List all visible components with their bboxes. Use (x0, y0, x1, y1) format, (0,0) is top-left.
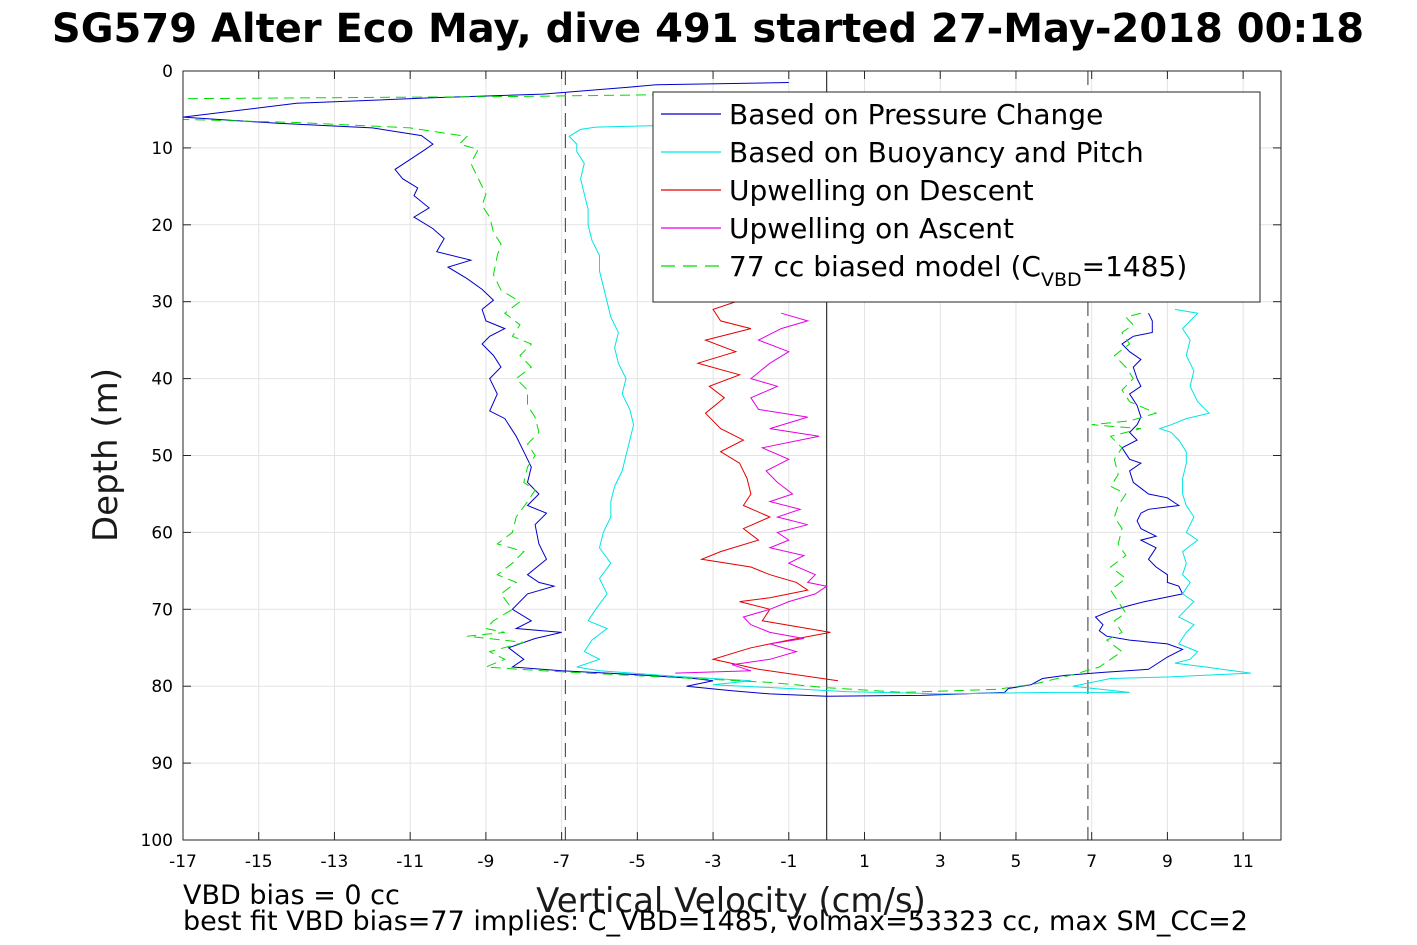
x-tick-label: -15 (245, 852, 273, 872)
x-axis-ticks: -17 -15 -13 -11 -9 -7 -5 -3 -1 1 3 5 7 9 11 (169, 71, 1254, 872)
y-tick-label: 90 (151, 754, 173, 774)
legend-label: 77 cc biased model (CVBD=1485) (729, 250, 1187, 291)
legend-box (652, 91, 1261, 303)
x-tick-label: -3 (705, 852, 722, 872)
series-line (696, 128, 839, 682)
y-tick-label: 10 (151, 139, 173, 159)
series-line (182, 82, 1184, 697)
series-line (675, 312, 828, 674)
x-tick-label: 3 (935, 852, 946, 872)
legend-label: Based on Pressure Change (729, 98, 1103, 131)
y-tick-label: 70 (151, 600, 173, 620)
x-tick-label: 1 (859, 852, 870, 872)
x-tick-label: 11 (1232, 852, 1254, 872)
y-tick-label: 30 (151, 293, 173, 313)
series-line (182, 92, 1158, 693)
y-tick-label: 60 (151, 523, 173, 543)
x-tick-label: -9 (477, 852, 494, 872)
chart-title: SG579 Alter Eco May, dive 491 started 27… (52, 6, 1364, 52)
x-tick-label: -17 (169, 852, 197, 872)
series-line (568, 124, 1251, 695)
y-tick-label: 20 (151, 216, 173, 236)
data-series (182, 82, 1251, 697)
x-tick-label: -1 (780, 852, 797, 872)
y-tick-label: 80 (151, 677, 173, 697)
x-tick-label: -7 (553, 852, 570, 872)
legend-label: Upwelling on Descent (729, 174, 1034, 207)
y-tick-label: 0 (162, 62, 173, 82)
legend-label: Upwelling on Ascent (729, 212, 1014, 245)
x-tick-label: 9 (1162, 852, 1173, 872)
x-axis-label: Vertical Velocity (cm/s) (536, 881, 926, 921)
y-tick-label: 50 (151, 447, 173, 467)
x-tick-label: 7 (1086, 852, 1097, 872)
y-tick-label: 100 (141, 831, 173, 851)
footnote-vbd-bias: VBD bias = 0 cc (183, 880, 400, 911)
y-axis-ticks: 0 10 20 30 40 50 60 70 80 90 100 (141, 62, 1281, 851)
x-tick-label: -13 (321, 852, 349, 872)
legend-label: Based on Buoyancy and Pitch (729, 136, 1144, 169)
x-tick-label: -5 (629, 852, 646, 872)
y-tick-label: 40 (151, 370, 173, 390)
legend: Based on Pressure Change Based on Buoyanc… (652, 91, 1261, 303)
x-tick-label: -11 (396, 852, 424, 872)
x-tick-label: 5 (1011, 852, 1022, 872)
y-axis-label: Depth (m) (86, 368, 126, 542)
footnote-best-fit: best fit VBD bias=77 implies: C_VBD=1485… (183, 906, 1248, 937)
